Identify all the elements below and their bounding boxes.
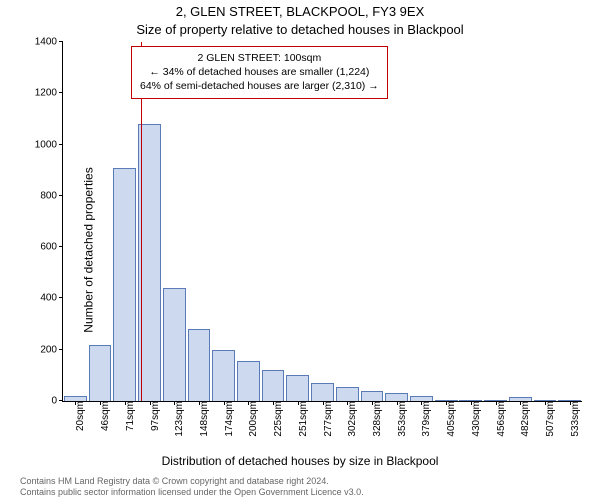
bar bbox=[212, 350, 235, 401]
x-tick-label: 379sqm bbox=[417, 401, 432, 437]
y-tick-label: 1000 bbox=[35, 139, 63, 150]
x-tick-label: 200sqm bbox=[244, 401, 259, 437]
x-tick-label: 456sqm bbox=[492, 401, 507, 437]
x-axis-label: Distribution of detached houses by size … bbox=[0, 454, 600, 468]
footer-line-1: Contains HM Land Registry data © Crown c… bbox=[20, 476, 600, 487]
bar bbox=[113, 168, 136, 401]
callout-box: 2 GLEN STREET: 100sqm ← 34% of detached … bbox=[131, 46, 388, 99]
plot-area: 0200400600800100012001400 20sqm46sqm71sq… bbox=[62, 42, 582, 402]
y-tick-label: 800 bbox=[40, 190, 63, 201]
bar bbox=[385, 393, 408, 401]
bar bbox=[89, 345, 112, 401]
bar-slot: 482sqm bbox=[508, 42, 533, 401]
x-tick-label: 174sqm bbox=[220, 401, 235, 437]
footer: Contains HM Land Registry data © Crown c… bbox=[0, 476, 600, 498]
x-tick-label: 353sqm bbox=[393, 401, 408, 437]
x-tick-label: 430sqm bbox=[467, 401, 482, 437]
x-tick-label: 482sqm bbox=[516, 401, 531, 437]
x-tick-label: 20sqm bbox=[71, 401, 86, 431]
x-tick-label: 405sqm bbox=[442, 401, 457, 437]
bar-slot: 430sqm bbox=[459, 42, 484, 401]
bar bbox=[237, 361, 260, 401]
x-tick-label: 277sqm bbox=[319, 401, 334, 437]
bar-slot: 405sqm bbox=[434, 42, 459, 401]
bar bbox=[262, 370, 285, 401]
x-tick-label: 123sqm bbox=[170, 401, 185, 437]
x-tick-label: 251sqm bbox=[294, 401, 309, 437]
bar-slot: 507sqm bbox=[533, 42, 558, 401]
x-tick-label: 225sqm bbox=[269, 401, 284, 437]
callout-line-3: 64% of semi-detached houses are larger (… bbox=[140, 79, 379, 93]
x-tick-label: 71sqm bbox=[121, 401, 136, 431]
bar bbox=[163, 288, 186, 401]
bar-slot: 379sqm bbox=[409, 42, 434, 401]
x-tick-label: 97sqm bbox=[146, 401, 161, 431]
y-tick-label: 200 bbox=[40, 344, 63, 355]
y-tick-label: 400 bbox=[40, 293, 63, 304]
axes: 0200400600800100012001400 20sqm46sqm71sq… bbox=[62, 42, 582, 402]
bar bbox=[286, 375, 309, 401]
bar-slot: 353sqm bbox=[384, 42, 409, 401]
y-tick-label: 1200 bbox=[35, 88, 63, 99]
x-tick-label: 46sqm bbox=[96, 401, 111, 431]
callout-line-2: ← 34% of detached houses are smaller (1,… bbox=[140, 65, 379, 79]
y-tick-label: 600 bbox=[40, 242, 63, 253]
x-tick-label: 533sqm bbox=[566, 401, 581, 437]
bar-slot: 533sqm bbox=[557, 42, 582, 401]
x-tick-label: 148sqm bbox=[195, 401, 210, 437]
bar bbox=[336, 387, 359, 401]
bar bbox=[311, 383, 334, 401]
bar bbox=[361, 391, 384, 401]
chart-container: 2, GLEN STREET, BLACKPOOL, FY3 9EX Size … bbox=[0, 0, 600, 500]
title-line-1: 2, GLEN STREET, BLACKPOOL, FY3 9EX bbox=[0, 4, 600, 19]
bar-slot: 46sqm bbox=[88, 42, 113, 401]
callout-line-1: 2 GLEN STREET: 100sqm bbox=[140, 51, 379, 65]
x-tick-label: 302sqm bbox=[343, 401, 358, 437]
footer-line-2: Contains public sector information licen… bbox=[20, 487, 600, 498]
title-line-2: Size of property relative to detached ho… bbox=[0, 22, 600, 37]
y-tick-label: 1400 bbox=[35, 37, 63, 48]
x-tick-label: 328sqm bbox=[368, 401, 383, 437]
y-tick-label: 0 bbox=[51, 396, 63, 407]
bar-slot: 20sqm bbox=[63, 42, 88, 401]
bar-slot: 456sqm bbox=[483, 42, 508, 401]
bar bbox=[188, 329, 211, 401]
x-tick-label: 507sqm bbox=[541, 401, 556, 437]
